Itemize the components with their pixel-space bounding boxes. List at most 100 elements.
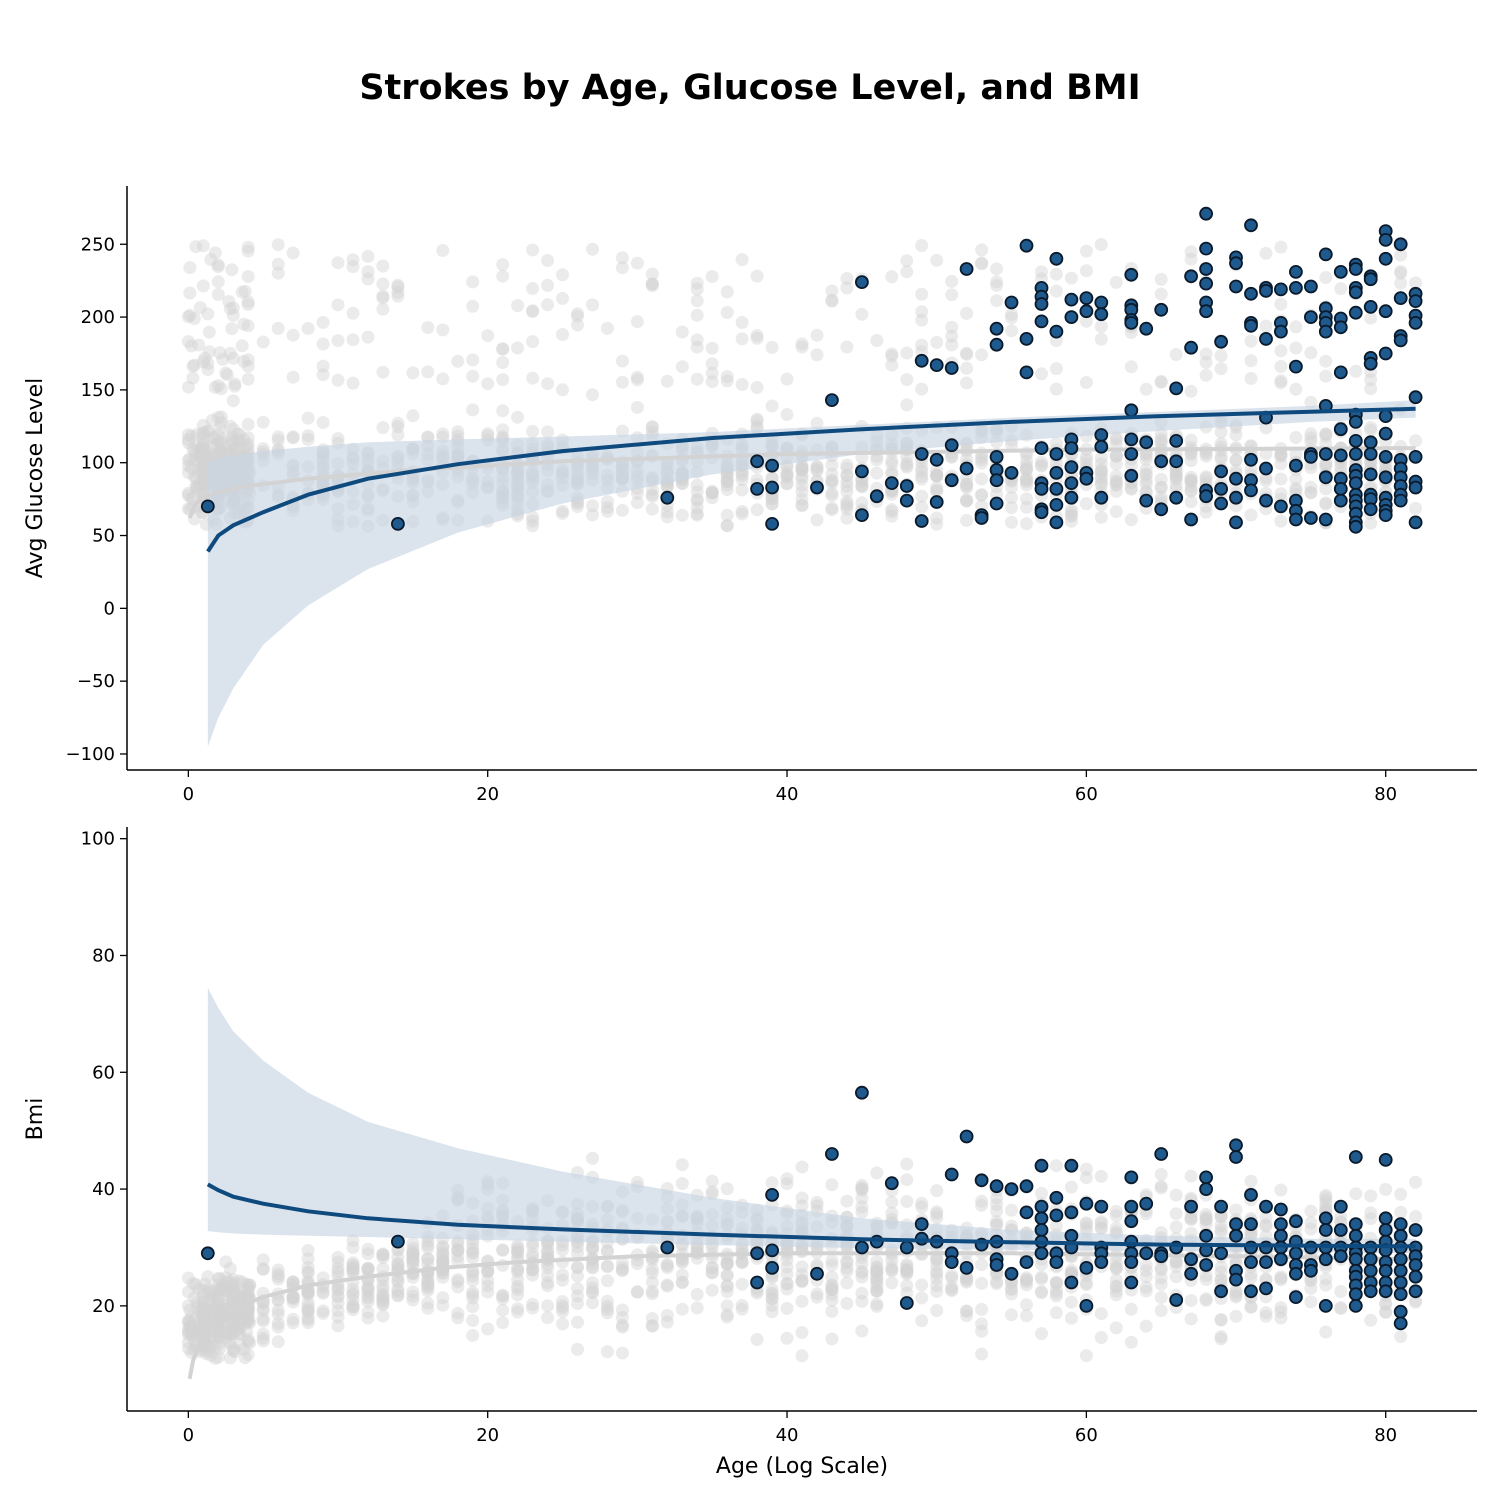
no-stroke-point	[211, 1293, 225, 1307]
no-stroke-point	[690, 508, 704, 522]
no-stroke-point	[466, 1328, 480, 1342]
stroke-point	[1229, 279, 1243, 294]
no-stroke-point	[840, 468, 854, 482]
stroke-point	[200, 1246, 215, 1261]
no-stroke-point	[1244, 508, 1258, 522]
no-stroke-point	[286, 1291, 300, 1305]
no-stroke-point	[1154, 481, 1168, 495]
stroke-point	[1348, 433, 1363, 448]
no-stroke-point	[235, 1275, 249, 1289]
no-stroke-point	[645, 1266, 659, 1280]
no-stroke-point	[226, 1273, 240, 1286]
stroke-point	[1363, 272, 1378, 287]
no-stroke-point	[1094, 466, 1108, 480]
no-stroke-point	[201, 357, 215, 370]
stroke-point	[1214, 496, 1228, 511]
no-stroke-point	[795, 478, 809, 492]
no-stroke-point	[331, 256, 345, 270]
no-stroke-point	[451, 1254, 465, 1268]
no-stroke-point	[1244, 1174, 1258, 1188]
no-stroke-point	[885, 457, 899, 471]
no-stroke-point	[1244, 1271, 1258, 1285]
no-stroke-point	[1035, 455, 1048, 469]
no-stroke-point	[765, 491, 779, 505]
no-stroke-point	[406, 1293, 420, 1307]
no-stroke-point	[645, 1319, 659, 1333]
stroke-point	[1184, 512, 1198, 527]
no-stroke-point	[840, 479, 854, 493]
no-stroke-point	[855, 1205, 869, 1219]
stroke-point	[899, 493, 914, 508]
stroke-point	[1019, 365, 1034, 380]
no-stroke-point	[205, 413, 219, 427]
no-stroke-point	[198, 1305, 212, 1319]
no-stroke-point	[1199, 1210, 1213, 1224]
no-stroke-point	[1199, 1208, 1213, 1221]
no-stroke-point	[1169, 471, 1183, 485]
no-stroke-point	[990, 1275, 1004, 1289]
no-stroke-point	[436, 1254, 450, 1268]
no-stroke-point	[915, 465, 929, 478]
stroke-point	[1124, 1199, 1139, 1214]
no-stroke-point	[234, 1317, 248, 1331]
no-stroke-point	[645, 1284, 659, 1298]
no-stroke-point	[586, 1260, 599, 1274]
no-stroke-point	[1064, 271, 1078, 285]
no-stroke-point	[421, 1296, 435, 1310]
no-stroke-point	[240, 1324, 254, 1338]
no-stroke-point	[1079, 453, 1093, 467]
no-stroke-point	[1035, 1286, 1048, 1300]
stroke-point	[1289, 1290, 1303, 1304]
no-stroke-point	[421, 1252, 435, 1266]
no-stroke-point	[436, 1248, 450, 1262]
no-stroke-point	[615, 261, 629, 275]
no-stroke-point	[1094, 478, 1108, 492]
no-stroke-point	[1124, 482, 1138, 496]
no-stroke-point	[226, 1290, 240, 1304]
no-stroke-point	[825, 1283, 839, 1297]
no-stroke-point	[840, 1194, 854, 1208]
no-stroke-point	[1094, 1331, 1108, 1344]
no-stroke-point	[735, 1299, 749, 1312]
no-stroke-point	[226, 394, 240, 408]
no-stroke-point	[1154, 1263, 1168, 1277]
no-stroke-point	[241, 1310, 255, 1324]
no-stroke-point	[541, 254, 555, 267]
no-stroke-point	[196, 436, 210, 450]
no-stroke-point	[735, 1277, 749, 1291]
no-stroke-point	[481, 377, 495, 391]
no-stroke-point	[184, 1321, 198, 1335]
stroke-point	[944, 473, 959, 488]
no-stroke-point	[1094, 464, 1108, 478]
stroke-point	[1214, 1246, 1228, 1261]
stroke-point	[1124, 1255, 1139, 1269]
no-stroke-point	[855, 1270, 869, 1284]
no-stroke-point	[237, 354, 251, 368]
no-stroke-point	[1379, 1305, 1393, 1319]
stroke-point	[765, 1261, 779, 1275]
no-stroke-point	[930, 1265, 944, 1278]
no-stroke-point	[556, 1301, 569, 1315]
no-stroke-point	[1184, 1312, 1198, 1326]
no-stroke-point	[225, 263, 239, 277]
no-stroke-point	[301, 411, 315, 425]
no-stroke-point	[1094, 238, 1108, 251]
no-stroke-point	[196, 355, 210, 369]
no-stroke-point	[376, 289, 390, 303]
no-stroke-point	[361, 1263, 375, 1277]
no-stroke-point	[216, 1318, 230, 1331]
no-stroke-point	[1184, 433, 1198, 447]
no-stroke-point	[975, 456, 989, 470]
no-stroke-point	[1154, 437, 1168, 451]
no-stroke-point	[466, 1251, 480, 1265]
stroke-point	[1004, 1182, 1019, 1196]
no-stroke-point	[1319, 369, 1333, 383]
no-stroke-point	[1124, 326, 1138, 339]
stroke-point	[1318, 247, 1333, 262]
no-stroke-point	[600, 1303, 614, 1317]
no-stroke-point	[214, 382, 228, 396]
no-stroke-point	[870, 1272, 884, 1286]
no-stroke-point	[196, 447, 210, 460]
stroke-point	[1304, 511, 1318, 525]
stroke-point	[1094, 490, 1109, 505]
